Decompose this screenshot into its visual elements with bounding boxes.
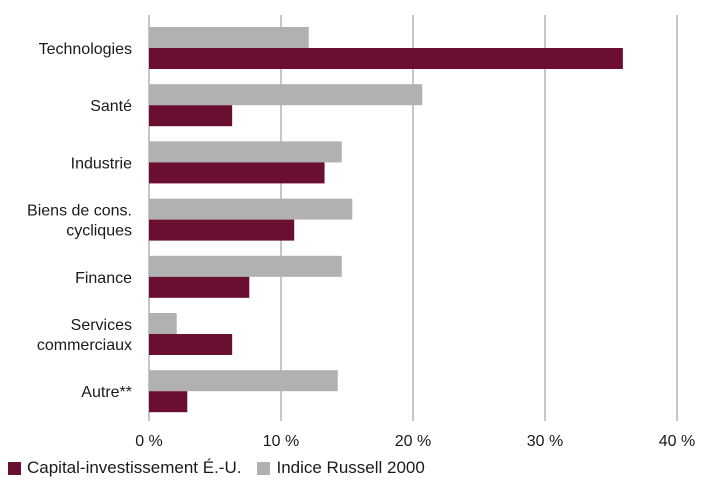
category-label-3-line-0: Biens de cons. xyxy=(27,203,132,220)
legend-item-private-equity: Capital-investissement É.-U. xyxy=(8,458,241,478)
bar-1-series-0 xyxy=(149,84,423,106)
category-label-2-line-0: Industrie xyxy=(71,155,132,172)
category-label-3-line-1: cycliques xyxy=(66,223,132,240)
bar-4-series-1 xyxy=(149,276,250,298)
bar-6-series-1 xyxy=(149,391,188,413)
x-tick-label-4: 40 % xyxy=(659,433,695,450)
legend-swatch-russell xyxy=(257,461,271,475)
bar-0-series-1 xyxy=(149,48,623,69)
bar-3-series-1 xyxy=(149,219,295,241)
bar-4-series-0 xyxy=(149,255,342,277)
category-label-5-line-1: commerciaux xyxy=(37,337,132,354)
legend-swatch-private-equity xyxy=(8,461,21,475)
legend-label-russell: Indice Russell 2000 xyxy=(276,458,425,477)
legend-item-russell: Indice Russell 2000 xyxy=(257,458,425,478)
category-label-5-line-0: Services xyxy=(71,317,132,334)
bar-chart: Technologies Santé Industrie Biens de cons.… xyxy=(27,15,695,450)
bar-1-series-1 xyxy=(149,105,233,127)
legend-label-private-equity: Capital-investissement É.-U. xyxy=(27,458,242,477)
bar-2-series-0 xyxy=(149,141,342,163)
x-tick-label-0: 0 % xyxy=(135,433,163,450)
bar-3-series-0 xyxy=(149,198,353,220)
bar-6-series-0 xyxy=(149,370,338,392)
category-label-1-line-0: Santé xyxy=(90,98,132,115)
x-tick-label-2: 20 % xyxy=(395,433,431,450)
bar-0-series-0 xyxy=(149,27,309,48)
category-label-6-line-0: Autre** xyxy=(81,384,132,401)
x-tick-label-1: 10 % xyxy=(263,433,299,450)
bar-5-series-1 xyxy=(149,334,233,355)
category-label-0-line-0: Technologies xyxy=(39,41,132,58)
category-label-4-line-0: Finance xyxy=(75,270,132,287)
x-tick-label-3: 30 % xyxy=(527,433,563,450)
legend: Capital-investissement É.-U. Indice Russ… xyxy=(8,458,441,478)
bar-5-series-0 xyxy=(149,313,177,334)
bar-2-series-1 xyxy=(149,162,325,184)
